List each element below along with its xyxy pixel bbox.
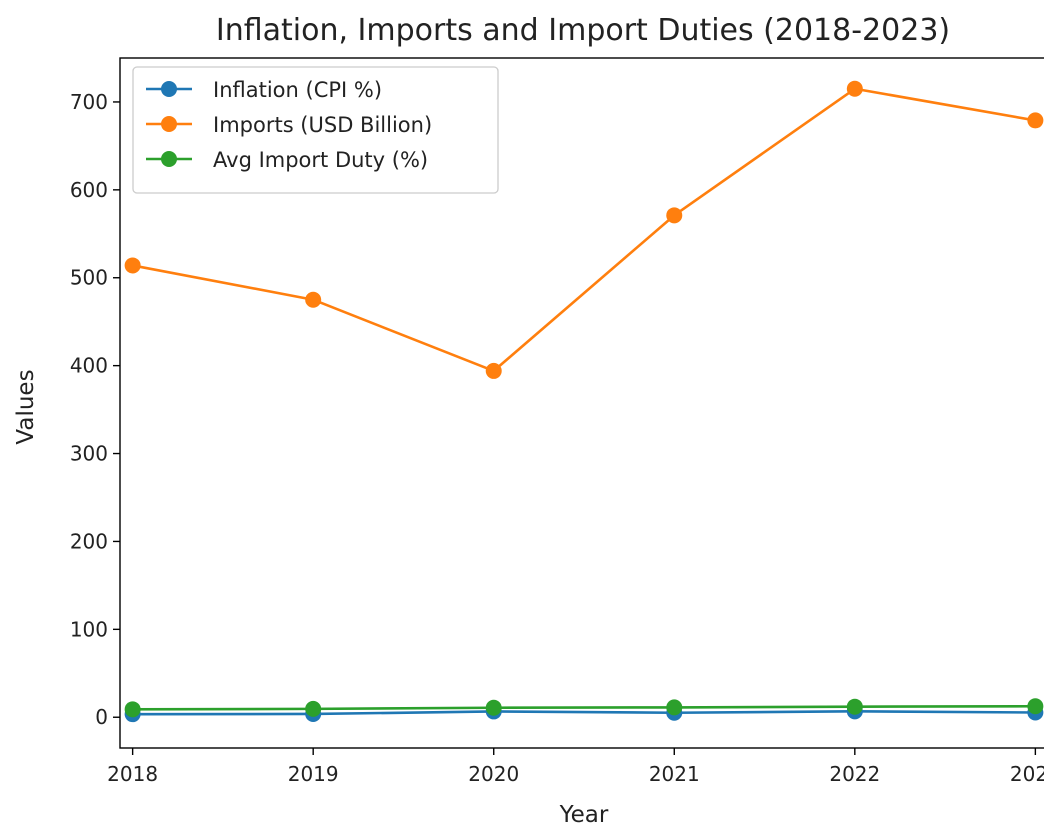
x-tick-label: 2022	[829, 762, 880, 786]
data-point	[846, 698, 863, 715]
y-axis-label: Values	[13, 369, 39, 444]
y-tick-label: 400	[70, 354, 108, 378]
legend: Inflation (CPI %) Imports (USD Billion) Av…	[132, 66, 499, 194]
y-tick-label: 600	[70, 178, 108, 202]
x-tick-label: 2018	[107, 762, 158, 786]
data-point	[1027, 112, 1044, 129]
series-line	[132, 87, 1036, 373]
chart-title: Inflation, Imports and Import Duties (20…	[216, 13, 950, 48]
legend-item: Inflation (CPI %)	[146, 78, 382, 102]
data-point	[485, 699, 502, 716]
series-line	[132, 704, 1036, 711]
legend-item: Avg Import Duty (%)	[146, 148, 428, 172]
plot-series	[124, 80, 1044, 723]
y-tick-label: 300	[70, 442, 108, 466]
data-point	[666, 207, 683, 224]
data-point	[305, 700, 322, 717]
y-tick-label: 0	[95, 705, 108, 729]
legend-marker	[161, 151, 177, 167]
series-3	[124, 698, 1044, 718]
y-axis: 0 100 200 300 400 500 600 700	[70, 90, 120, 729]
y-tick-label: 100	[70, 617, 108, 641]
x-tick-label: 2020	[468, 762, 519, 786]
data-point	[666, 699, 683, 716]
x-axis: 2018 2019 2020 2021 2022 2023	[107, 748, 1044, 786]
data-point	[846, 80, 863, 97]
legend-label: Imports (USD Billion)	[213, 113, 432, 137]
legend-marker	[161, 116, 177, 132]
legend-marker	[161, 81, 177, 97]
data-point	[305, 291, 322, 308]
x-tick-label: 2021	[649, 762, 700, 786]
y-tick-label: 700	[70, 90, 108, 114]
data-point	[1027, 698, 1044, 715]
series-line	[132, 710, 1036, 716]
legend-box	[132, 66, 499, 194]
x-tick-label: 2023	[1010, 762, 1044, 786]
series-2	[124, 80, 1044, 379]
legend-label: Avg Import Duty (%)	[213, 148, 428, 172]
plot-frame	[119, 57, 1044, 749]
data-point	[485, 362, 502, 379]
legend-label: Inflation (CPI %)	[213, 78, 382, 102]
data-point	[124, 701, 141, 718]
y-tick-label: 500	[70, 266, 108, 290]
data-point	[124, 257, 141, 274]
legend-item: Imports (USD Billion)	[146, 113, 432, 137]
x-axis-label: Year	[559, 802, 609, 825]
x-tick-label: 2019	[288, 762, 339, 786]
y-tick-label: 200	[70, 529, 108, 553]
